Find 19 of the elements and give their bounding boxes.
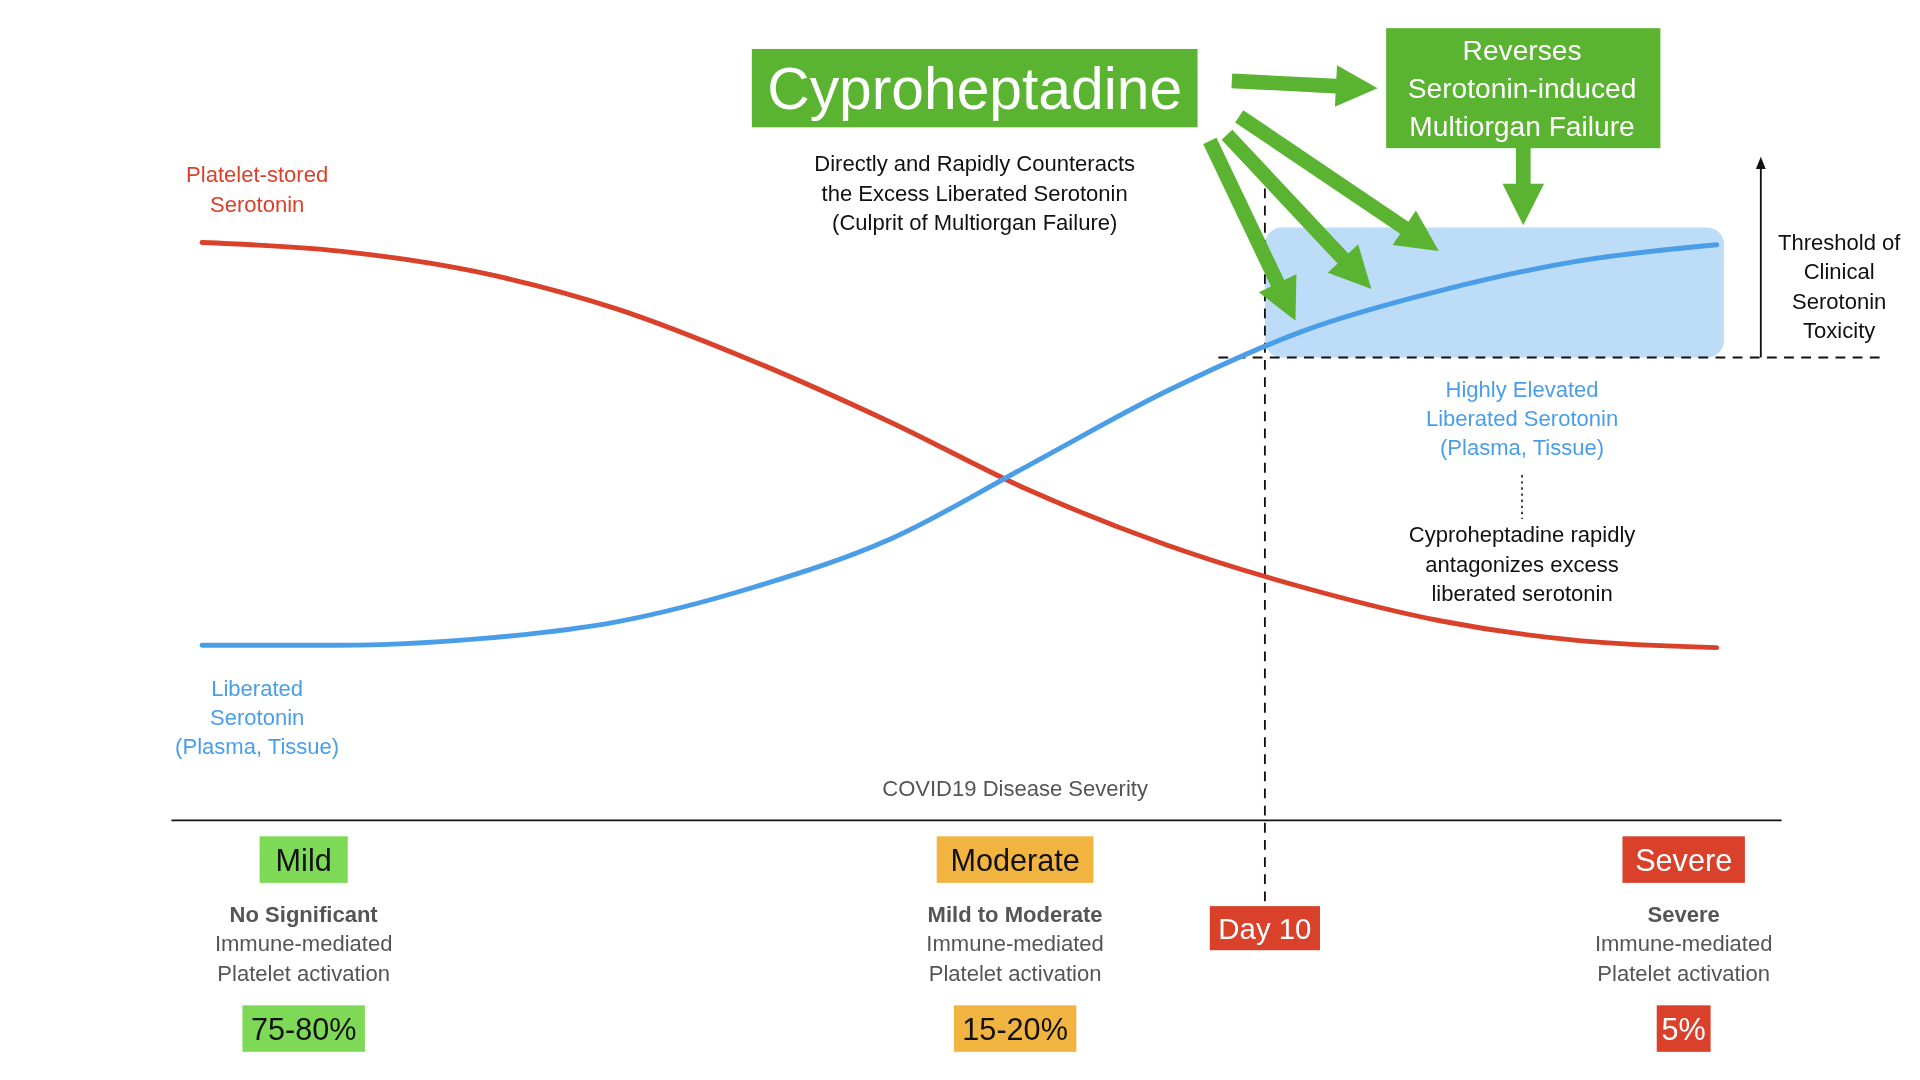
text: 5% — [1661, 1011, 1706, 1046]
text: 75-80% — [250, 1011, 357, 1046]
text: No Significant Immune-mediated Platelet activation — [214, 902, 393, 986]
ref-line-label: Threshold of Clinical Serotonin Toxicity — [1777, 229, 1902, 343]
text: Moderate — [950, 842, 1080, 877]
text: Reverses Serotonin-induced Multiorgan Failure — [1407, 35, 1637, 142]
text: Directly and Rapidly Counteracts the Excess Liberated Serotonin (Culprit of Multiorgan Failure) — [814, 151, 1136, 236]
series-label: Liberated Serotonin (Plasma, Tissue) — [175, 675, 340, 760]
series-label: Platelet-stored Serotonin — [186, 162, 329, 217]
text: Severe — [1635, 842, 1733, 877]
annotation: Cyproheptadine rapidly antagonizes excess liberated serotonin — [1408, 522, 1636, 607]
text: Severe Immune-mediated Platelet activation — [1594, 902, 1773, 986]
text: Cyproheptadine — [767, 55, 1183, 121]
band-label: Highly Elevated Liberated Serotonin (Plasma, Tissue) — [1425, 376, 1619, 461]
x-axis-title: COVID19 Disease Severity — [882, 775, 1148, 801]
text: Mild to Moderate Immune-mediated Platelet activation — [926, 902, 1104, 986]
text: Mild — [275, 842, 332, 877]
text: 15-20% — [962, 1011, 1068, 1046]
text: Day 10 — [1218, 912, 1312, 946]
